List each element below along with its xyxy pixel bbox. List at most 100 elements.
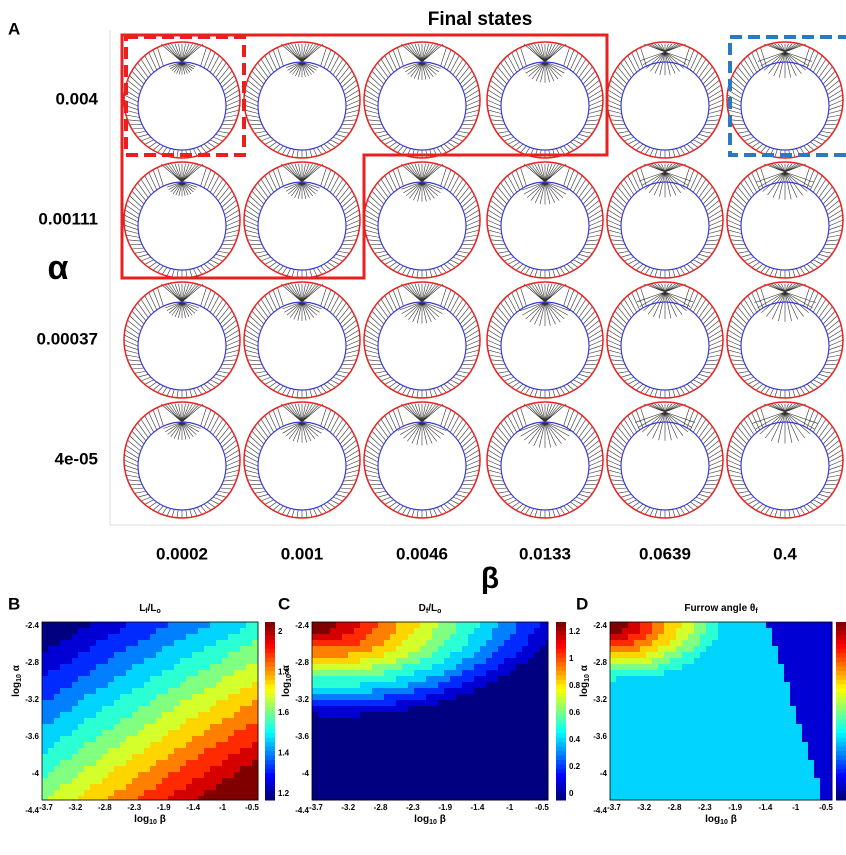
colorbar-cell xyxy=(836,631,846,636)
contour-cell xyxy=(492,706,499,713)
contour-cell xyxy=(144,754,151,761)
contour-cell xyxy=(640,712,647,719)
contour-cell xyxy=(784,760,791,767)
contour-cell xyxy=(108,622,115,629)
colorbar-cell xyxy=(556,689,566,694)
contour-cell xyxy=(438,730,445,737)
contour-cell xyxy=(474,700,481,707)
contour-cell xyxy=(784,718,791,725)
contour-cell xyxy=(210,652,217,659)
contour-cell xyxy=(718,634,725,641)
contour-cell xyxy=(78,742,85,749)
contour-cell xyxy=(96,736,103,743)
contour-cell xyxy=(634,688,641,695)
contour-cell xyxy=(192,766,199,773)
contour-cell xyxy=(342,634,349,641)
contour-cell xyxy=(510,652,517,659)
contour-cell xyxy=(336,694,343,701)
contour-cell xyxy=(90,634,97,641)
contour-cell xyxy=(198,628,205,635)
contour-cell xyxy=(718,640,725,647)
contour-cell xyxy=(342,664,349,671)
contour-cell xyxy=(372,658,379,665)
contour-cell xyxy=(528,736,535,743)
contour-cell xyxy=(66,736,73,743)
contour-cell xyxy=(384,742,391,749)
contour-cell xyxy=(402,628,409,635)
contour-cell xyxy=(54,646,61,653)
contour-cell xyxy=(180,646,187,653)
contour-cell xyxy=(312,784,319,791)
contour-cell xyxy=(676,652,683,659)
contour-cell xyxy=(712,784,719,791)
contour-cell xyxy=(420,640,427,647)
colorbar-cell xyxy=(836,667,846,672)
contour-cell xyxy=(420,706,427,713)
contour-cell xyxy=(516,670,523,677)
contour-cell xyxy=(736,742,743,749)
contour-cell xyxy=(718,682,725,689)
contour-cell xyxy=(426,778,433,785)
x-tick-label: -1.4 xyxy=(186,803,200,812)
contour-cell xyxy=(772,676,779,683)
contour-cell xyxy=(138,766,145,773)
contour-cell xyxy=(234,622,241,629)
contour-cell xyxy=(372,718,379,725)
contour-cell xyxy=(528,790,535,797)
contour-cell xyxy=(414,784,421,791)
contour-cell xyxy=(528,778,535,785)
contour-cell xyxy=(522,712,529,719)
contour-cell xyxy=(438,706,445,713)
contour-cell xyxy=(156,724,163,731)
contour-cell xyxy=(694,724,701,731)
contour-cell xyxy=(652,790,659,797)
contour-cell xyxy=(108,778,115,785)
contour-cell xyxy=(408,718,415,725)
contour-cell xyxy=(384,724,391,731)
contour-cell xyxy=(610,730,617,737)
contour-cell xyxy=(204,772,211,779)
contour-cell xyxy=(724,688,731,695)
contour-cell xyxy=(450,664,457,671)
contour-cell xyxy=(60,712,67,719)
contour-cell xyxy=(228,706,235,713)
contour-cell xyxy=(414,712,421,719)
contour-cell xyxy=(348,772,355,779)
contour-cell xyxy=(456,694,463,701)
contour-cell xyxy=(450,742,457,749)
contour-cell xyxy=(324,682,331,689)
contour-cell xyxy=(174,790,181,797)
contour-cell xyxy=(168,664,175,671)
contour-cell xyxy=(42,724,49,731)
contour-cell xyxy=(378,676,385,683)
contour-cell xyxy=(114,670,121,677)
contour-cell xyxy=(462,784,469,791)
contour-cell xyxy=(174,664,181,671)
contour-cell xyxy=(492,640,499,647)
contour-cell xyxy=(444,700,451,707)
contour-cell xyxy=(634,724,641,731)
contour-cell xyxy=(474,688,481,695)
contour-cell xyxy=(610,790,617,797)
contour-cell xyxy=(646,718,653,725)
contour-cell xyxy=(634,676,641,683)
contour-cell xyxy=(162,658,169,665)
contour-cell xyxy=(640,778,647,785)
contour-cell xyxy=(670,694,677,701)
contour-cell xyxy=(348,664,355,671)
contour-cell xyxy=(622,658,629,665)
contour-cell xyxy=(108,718,115,725)
contour-cell xyxy=(84,730,91,737)
contour-cell xyxy=(426,706,433,713)
contour-cell xyxy=(60,634,67,641)
contour-cell xyxy=(222,670,229,677)
contour-cell xyxy=(534,778,541,785)
contour-cell xyxy=(646,640,653,647)
contour-cell xyxy=(712,664,719,671)
contour-cell xyxy=(796,652,803,659)
contour-cell xyxy=(754,766,761,773)
contour-cell xyxy=(54,790,61,797)
contour-cell xyxy=(348,712,355,719)
contour-cell xyxy=(712,772,719,779)
contour-cell xyxy=(168,670,175,677)
